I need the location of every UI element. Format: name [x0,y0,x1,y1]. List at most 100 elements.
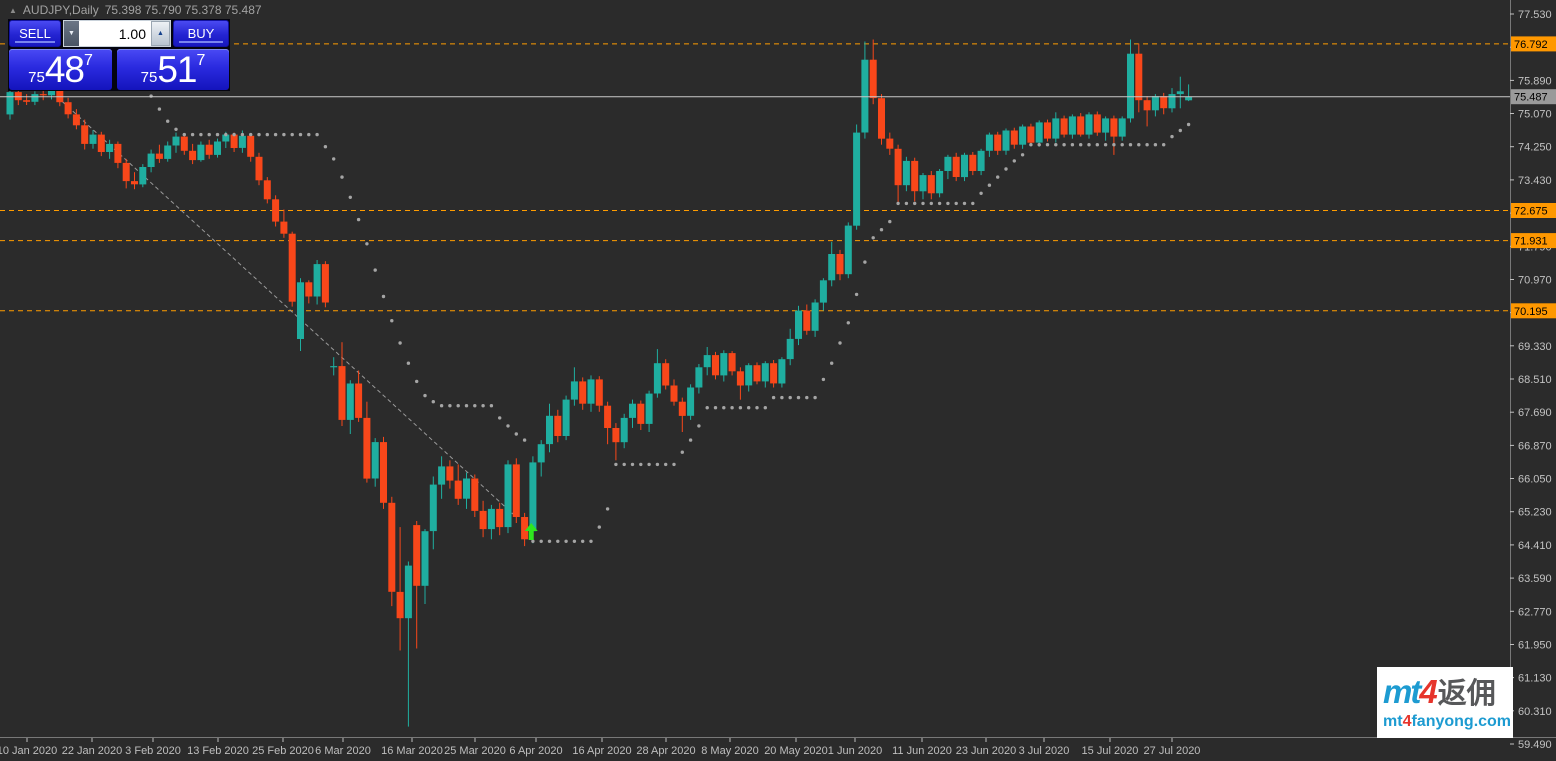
price-axis[interactable]: 77.53076.71075.89075.07074.25073.43072.6… [1510,9,1556,751]
candle-body [554,415,562,436]
candle-body [438,466,446,485]
candle-wick [399,527,401,651]
candle-body [902,160,910,186]
buy-price-main: 51 [157,49,197,90]
time-tick-label: 25 Feb 2020 [252,745,314,757]
candle-body [280,221,288,234]
candle-body [189,150,197,161]
sar-dots-layer [149,94,1191,543]
candle-body [396,591,404,619]
candle-body [1135,53,1143,101]
chart-ohlc-readout: 75.398 75.790 75.378 75.487 [104,3,262,17]
sell-button[interactable]: SELL [9,20,61,47]
time-axis[interactable]: 10 Jan 2020 22 Jan 2020 3 Feb 2020 13 Feb 2… [0,738,1200,757]
candle-body [703,355,711,368]
buy-price-box[interactable]: 75 51 7 [117,49,229,90]
candle-body [745,365,753,386]
time-tick-label: 27 Jul 2020 [1144,745,1201,757]
candle-body [97,134,105,152]
lot-increase-button[interactable]: ▲ [151,21,170,46]
time-tick-label: 28 Apr 2020 [636,745,695,757]
price-level-badge-text: 76.792 [1514,39,1548,51]
price-tick-label: 65.230 [1518,507,1552,519]
lot-decrease-button[interactable]: ▼ [64,21,79,46]
buy-arrow-icon[interactable] [524,523,538,541]
sell-price-box[interactable]: 75 48 7 [9,49,112,90]
candle-body [761,363,769,382]
candle-body [346,383,354,420]
price-tick-label: 75.890 [1518,75,1552,87]
candle-body [562,399,570,436]
brand-chinese-text: 返佣 [1437,677,1496,710]
candle-body [313,264,321,297]
price-level-badge-text: 72.675 [1514,206,1548,218]
chart-title: ▲ AUDJPY,Daily 75.398 75.790 75.378 75.4… [9,3,262,17]
candle-body [222,134,230,142]
candle-body [1160,96,1168,109]
price-tick-label: 66.050 [1518,474,1552,486]
candle-body [645,393,653,424]
candle-body [886,138,894,149]
price-tick-label: 61.130 [1518,673,1552,685]
candle-wick [407,561,409,727]
candle-body [446,466,454,481]
candle-body [139,167,147,185]
candles-layer [6,39,1193,727]
price-tick-label: 66.870 [1518,440,1552,452]
price-tick-label: 59.490 [1518,739,1552,751]
price-tick-label: 75.070 [1518,109,1552,121]
candle-body [89,134,97,144]
candle-body [853,132,861,226]
candle-body [620,417,628,443]
time-tick-label: 6 Mar 2020 [315,745,371,757]
time-tick-label: 8 May 2020 [701,745,758,757]
site-4-text: 4 [1402,712,1412,730]
candle-body [388,502,396,592]
watermark-brand: mt 4 返佣 [1383,674,1507,711]
candle-body [819,280,827,303]
candle-body [355,383,363,418]
candle-body [770,363,778,384]
candle-body [1060,118,1068,135]
candle-body [487,508,495,530]
current-price-badge [1511,89,1556,105]
candle-body [604,405,612,428]
candle-body [1010,130,1018,145]
chart-symbol-period: AUDJPY,Daily [22,3,99,17]
candle-body [463,478,470,499]
collapse-panel-icon[interactable]: ▲ [9,5,17,15]
time-tick-label: 3 Jul 2020 [1019,745,1070,757]
trade-panel-prices-row: 75 48 7 75 51 7 [9,49,229,90]
candle-body [844,225,852,275]
trendline[interactable] [56,96,517,518]
candle-wick [1146,96,1148,127]
price-level-badge-text: 71.931 [1514,236,1548,248]
candle-body [247,135,255,157]
candle-body [969,154,977,171]
watermark-site-url: mt4fanyong.com [1383,712,1511,731]
trade-panel-controls-row: SELL ▼ ▲ BUY [9,20,229,47]
candle-body [994,134,1002,151]
candle-body [753,365,761,382]
price-tick-label: 61.950 [1518,640,1552,652]
price-tick-label: 63.590 [1518,573,1552,585]
time-tick-label: 16 Mar 2020 [381,745,443,757]
lot-size-input[interactable] [79,21,151,46]
candle-body [1068,116,1076,135]
buy-button[interactable]: BUY [173,20,229,47]
time-tick-label: 23 Jun 2020 [956,745,1017,757]
candle-body [214,141,221,155]
price-tick-label: 60.310 [1518,706,1552,718]
sell-price-pips: 7 [83,52,93,69]
candle-body [238,135,246,148]
candle-body [1110,118,1118,137]
candle-body [778,359,786,384]
time-tick-label: 25 Mar 2020 [444,745,506,757]
candle-body [803,310,811,331]
candle-body [122,162,130,182]
candle-body [728,353,736,372]
candle-body [736,371,744,386]
candle-body [496,508,504,528]
